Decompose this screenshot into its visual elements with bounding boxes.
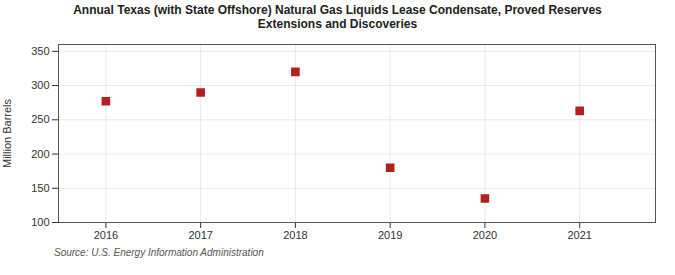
html-text:Annual Texas (with State Offsh: Annual Texas (with State Offshore) Natur… bbox=[73, 3, 602, 32]
svg-text:2021: 2021 bbox=[567, 229, 591, 241]
svg-text:150: 150 bbox=[31, 182, 49, 194]
svg-text:100: 100 bbox=[31, 216, 49, 228]
svg-text:300: 300 bbox=[31, 79, 49, 91]
svg-text:350: 350 bbox=[31, 45, 49, 57]
svg-text:2016: 2016 bbox=[94, 229, 118, 241]
svg-text:2019: 2019 bbox=[378, 229, 402, 241]
svg-text:Million Barrels: Million Barrels bbox=[1, 98, 13, 168]
svg-text:2020: 2020 bbox=[473, 229, 497, 241]
html-text:Source: U.S. Energy Informatio: Source: U.S. Energy Information Administ… bbox=[54, 246, 264, 258]
svg-text:250: 250 bbox=[31, 113, 49, 125]
svg-text:200: 200 bbox=[31, 147, 49, 159]
svg-text:2017: 2017 bbox=[188, 229, 212, 241]
svg-text:2018: 2018 bbox=[283, 229, 307, 241]
